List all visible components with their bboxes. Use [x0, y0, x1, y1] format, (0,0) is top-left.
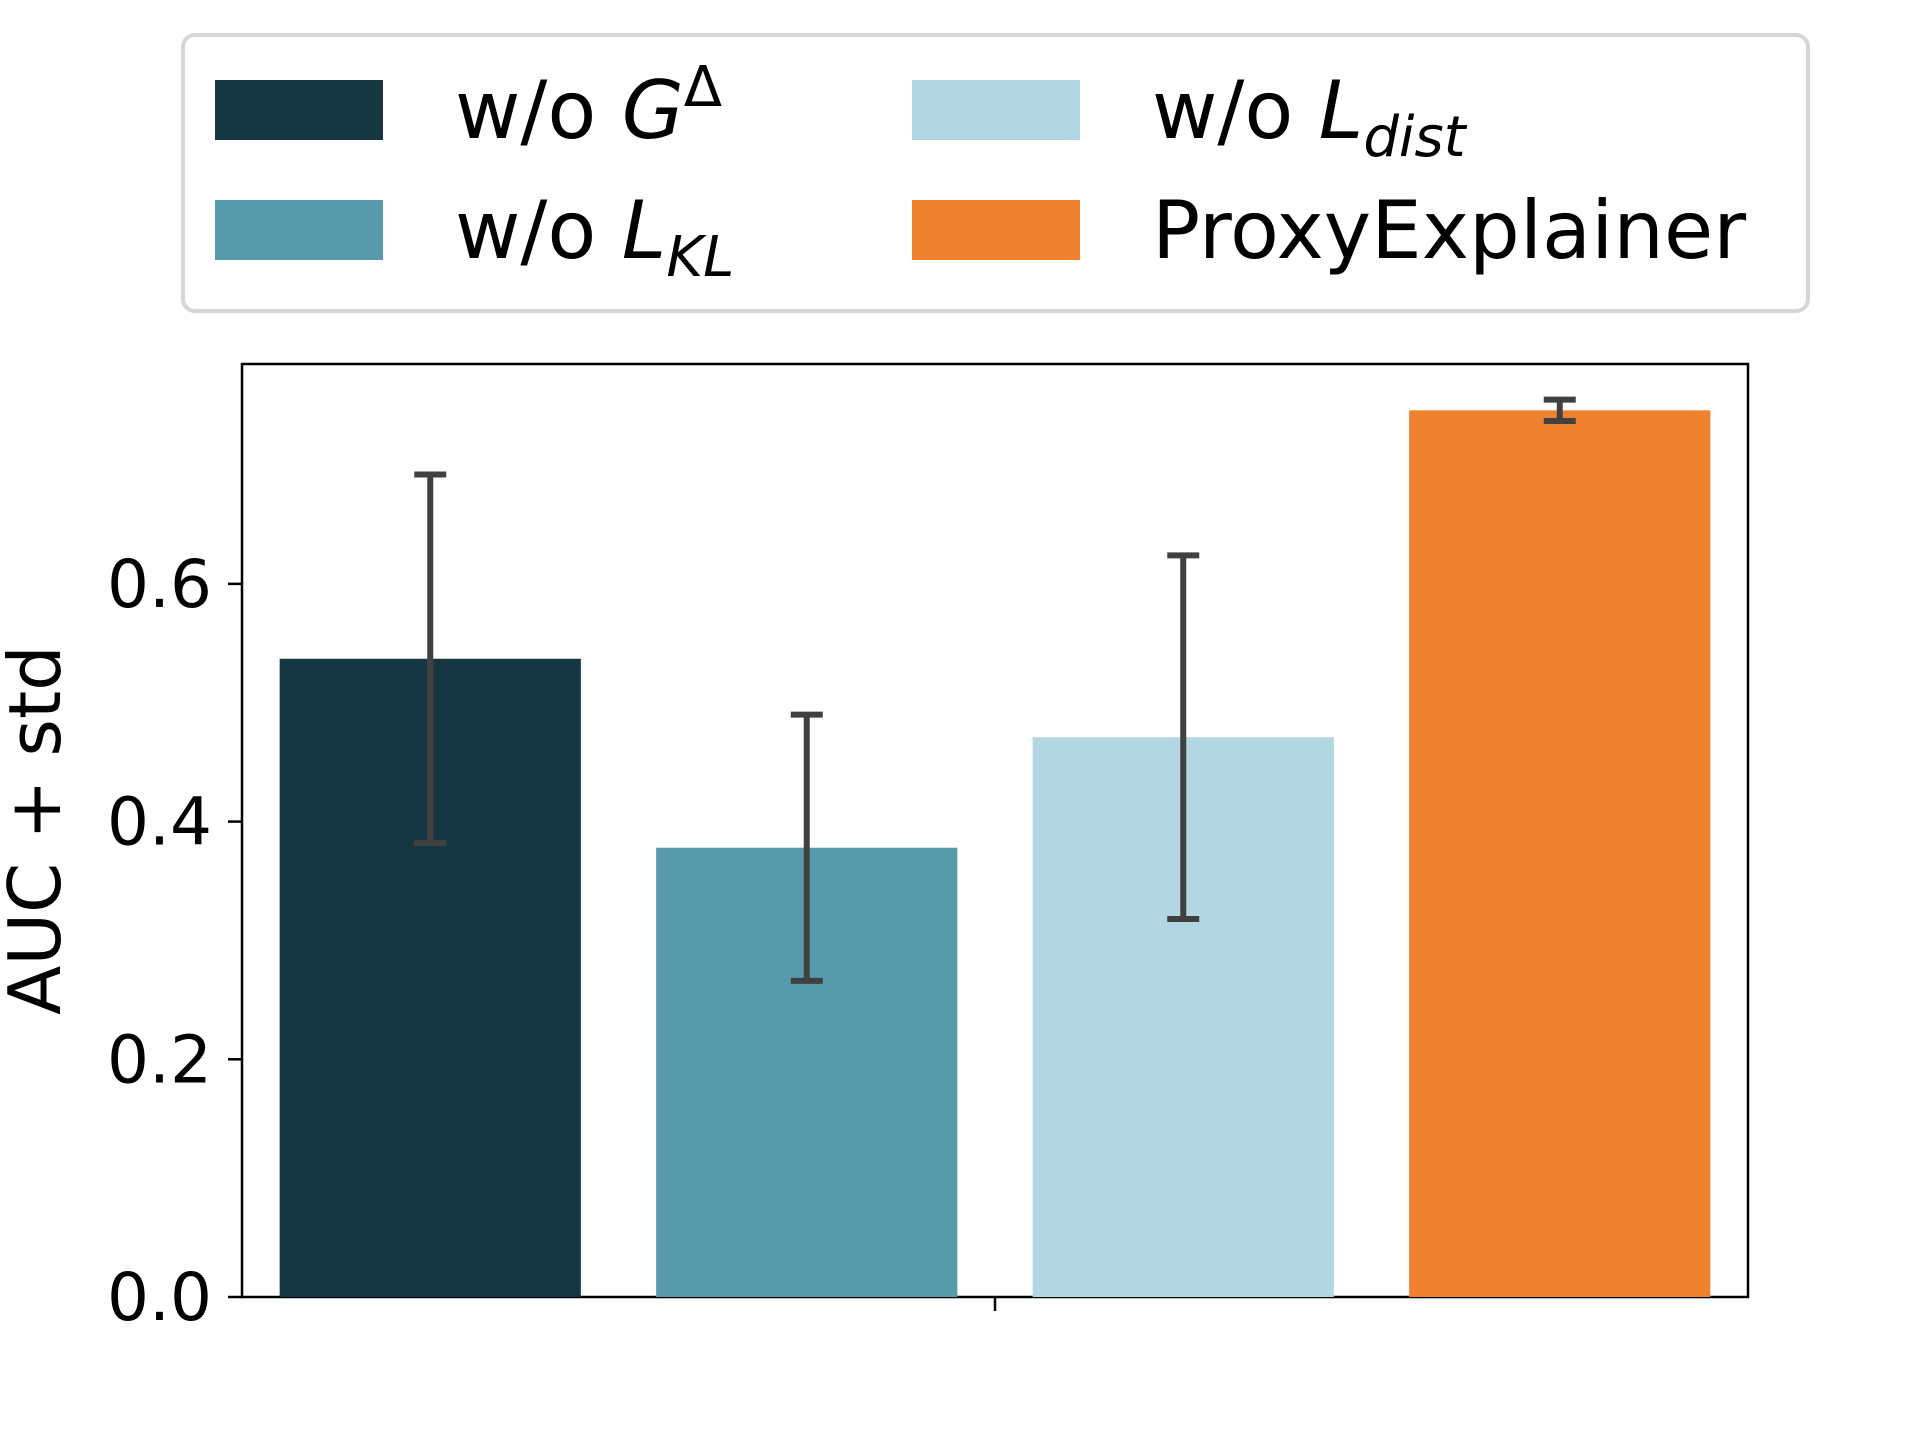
legend-swatch — [912, 200, 1080, 260]
y-tick-label: 0.2 — [107, 1021, 212, 1098]
legend-label: w/o GΔ — [455, 55, 722, 157]
legend-swatch — [215, 200, 383, 260]
y-tick-label: 0.0 — [107, 1259, 212, 1336]
y-tick-label: 0.4 — [107, 784, 212, 861]
legend-label: ProxyExplainer — [1152, 184, 1746, 277]
y-axis-label: AUC + std — [0, 645, 77, 1015]
legend-label: w/o Ldist — [1152, 64, 1468, 170]
legend-label: w/o LKL — [455, 184, 734, 290]
legend-frame — [181, 33, 1810, 313]
legend: w/o GΔ w/o LKL w/o Ldist ProxyExplainer — [181, 33, 1810, 313]
legend-swatch — [215, 80, 383, 140]
legend-swatch — [912, 80, 1080, 140]
y-tick-label: 0.6 — [107, 546, 212, 623]
bar — [1409, 410, 1711, 1297]
